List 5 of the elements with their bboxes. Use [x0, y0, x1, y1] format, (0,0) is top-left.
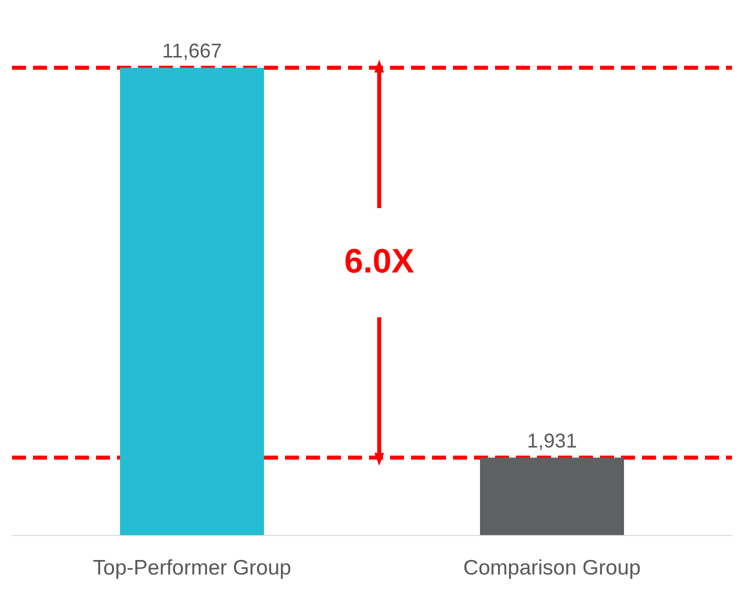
annotation: 6.0X — [344, 242, 414, 281]
data-label: 1,931 — [526, 430, 578, 453]
x-tick-label: Comparison Group — [463, 556, 641, 580]
data-label: 11,667 — [162, 40, 222, 63]
x-tick-label: Top-Performer Group — [92, 556, 292, 580]
